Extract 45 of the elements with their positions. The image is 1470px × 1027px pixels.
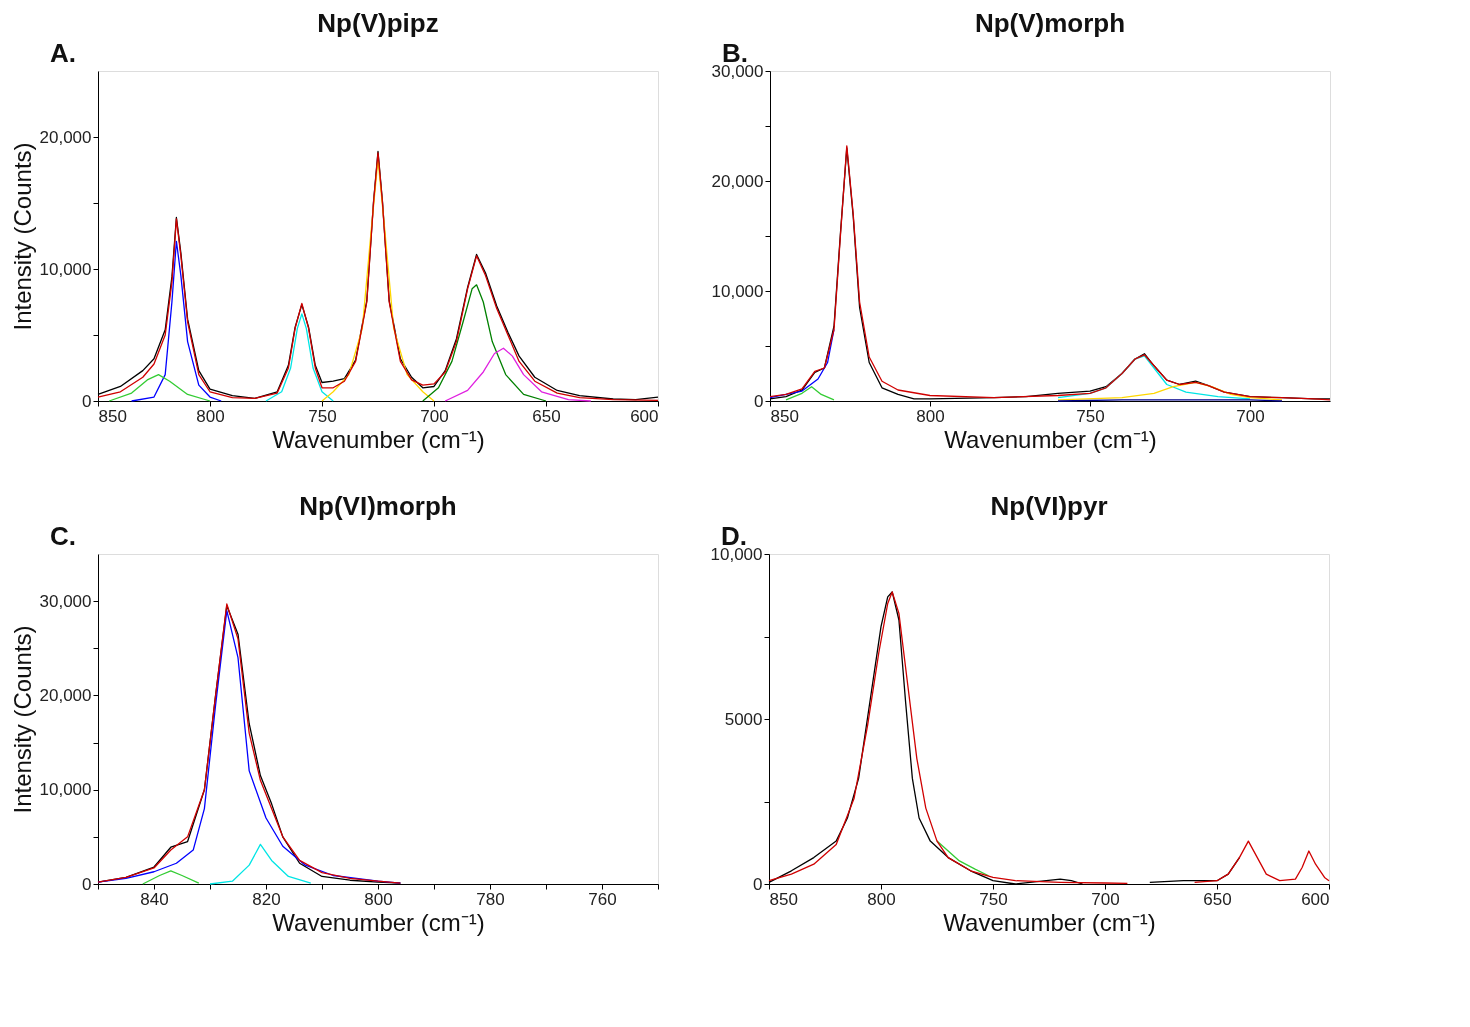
x-tick-label: 800 bbox=[867, 889, 896, 909]
y-tick-label: 0 bbox=[753, 874, 763, 894]
chart-title: Np(VI)pyr bbox=[990, 491, 1108, 521]
x-tick-label: 750 bbox=[1076, 406, 1105, 426]
x-tick-label: 820 bbox=[252, 889, 281, 909]
y-tick-label: 0 bbox=[754, 391, 764, 411]
x-tick-label: 800 bbox=[916, 406, 945, 426]
y-tick-label: 30,000 bbox=[39, 591, 92, 611]
y-tick-label: 0 bbox=[82, 391, 92, 411]
text: A. bbox=[50, 38, 76, 68]
x-tick-label: 700 bbox=[1091, 889, 1120, 909]
x-tick-label: 650 bbox=[1203, 889, 1232, 909]
chart-title: Np(VI)morph bbox=[299, 491, 457, 521]
chart-title: Np(V)morph bbox=[974, 8, 1126, 38]
x-axis-title: Wavenumber (cm⁻¹) bbox=[943, 908, 1156, 936]
x-tick-label: 800 bbox=[196, 406, 225, 426]
x-tick-label: 850 bbox=[769, 889, 798, 909]
x-tick-label: 750 bbox=[308, 406, 337, 426]
x-axis-title: Wavenumber (cm⁻¹) bbox=[272, 425, 485, 453]
x-tick-label: 600 bbox=[630, 406, 659, 426]
x-tick-label: 750 bbox=[979, 889, 1008, 909]
x-tick-label: 850 bbox=[770, 406, 799, 426]
text: C. bbox=[50, 521, 76, 551]
x-tick-label: 840 bbox=[140, 889, 169, 909]
x-tick-label: 700 bbox=[420, 406, 449, 426]
x-tick-label: 600 bbox=[1301, 889, 1330, 909]
y-tick-label: 10,000 bbox=[39, 780, 92, 800]
chart-title: Np(V)pipz bbox=[317, 8, 439, 38]
y-axis-title: Intensity (Counts) bbox=[8, 625, 36, 814]
y-tick-label: 5000 bbox=[724, 709, 763, 729]
y-tick-label: 10,000 bbox=[39, 259, 92, 279]
x-tick-label: 850 bbox=[98, 406, 127, 426]
x-axis-title: Wavenumber (cm⁻¹) bbox=[272, 908, 485, 936]
y-tick-label: 20,000 bbox=[711, 171, 764, 191]
x-tick-label: 650 bbox=[532, 406, 561, 426]
y-axis-title: Intensity (Counts) bbox=[8, 142, 36, 331]
x-tick-label: 800 bbox=[364, 889, 393, 909]
x-tick-label: 700 bbox=[1236, 406, 1265, 426]
y-tick-label: 20,000 bbox=[39, 685, 92, 705]
x-tick-label: 760 bbox=[588, 889, 617, 909]
x-tick-label: 780 bbox=[476, 889, 505, 909]
y-tick-label: 20,000 bbox=[39, 127, 92, 147]
x-axis-title: Wavenumber (cm⁻¹) bbox=[944, 425, 1157, 453]
y-tick-label: 0 bbox=[82, 874, 92, 894]
y-tick-label: 10,000 bbox=[711, 281, 764, 301]
